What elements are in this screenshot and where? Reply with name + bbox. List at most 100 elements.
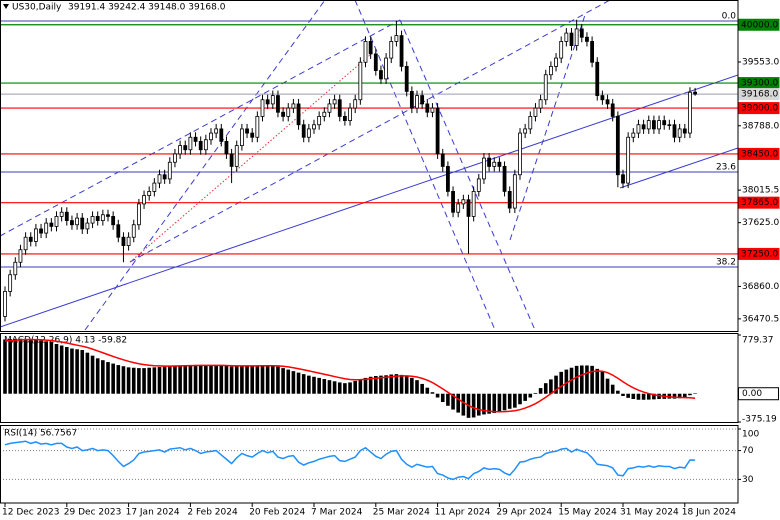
histogram-bar	[435, 393, 440, 398]
candle-body	[373, 53, 378, 71]
histogram-bar	[590, 365, 594, 394]
histogram-bar	[204, 365, 208, 394]
candle-body	[173, 153, 177, 163]
histogram-bar	[513, 393, 517, 408]
candle-body	[183, 145, 188, 151]
candle-body	[590, 41, 594, 63]
candle-body	[564, 32, 569, 42]
level-box	[738, 147, 780, 160]
histogram-bar	[281, 368, 285, 394]
histogram-bar	[528, 393, 533, 398]
histogram-bar	[255, 365, 260, 394]
candle-body	[136, 203, 141, 226]
candle-body	[198, 141, 203, 151]
candle-body	[255, 116, 260, 138]
histogram-bar	[332, 381, 337, 394]
histogram-bar	[271, 365, 275, 394]
histogram-bar	[188, 365, 193, 394]
histogram-bar	[18, 338, 23, 394]
candle-body	[543, 74, 548, 101]
histogram-bar	[54, 343, 59, 394]
histogram-bar	[260, 365, 265, 394]
histogram-bar	[214, 365, 218, 394]
histogram-bar	[538, 388, 543, 394]
y-tick-label: 37625.0	[742, 218, 779, 228]
histogram-bar	[585, 365, 589, 394]
histogram-bar	[168, 366, 172, 394]
histogram-bar	[461, 393, 466, 416]
candle-body	[549, 66, 553, 76]
candle-body	[621, 174, 625, 184]
candle-body	[49, 222, 54, 227]
candle-body	[456, 203, 461, 213]
candle-body	[147, 191, 152, 196]
level-label: 39000.0	[741, 104, 778, 114]
candle-body	[245, 128, 249, 134]
candle-body	[394, 35, 399, 42]
candle-body	[8, 274, 13, 292]
candle-body	[75, 217, 79, 226]
candle-body	[327, 103, 332, 113]
candle-body	[476, 178, 481, 192]
candle-body	[646, 120, 651, 130]
main-panel	[0, 0, 738, 331]
x-tick-label: 12 Dec 2023	[2, 508, 60, 518]
x-tick-label: 29 Dec 2023	[64, 508, 122, 518]
histogram-bar	[621, 393, 625, 396]
y-tick-label: 0.00	[742, 389, 762, 399]
histogram-bar	[636, 393, 641, 400]
y-tick-label: 38015.5	[742, 186, 779, 196]
candle-body	[440, 153, 445, 167]
candle-body	[18, 249, 23, 263]
histogram-bar	[523, 393, 527, 401]
histogram-bar	[518, 393, 522, 405]
candle-body	[322, 111, 327, 117]
histogram-bar	[492, 393, 497, 413]
candle-body	[209, 132, 213, 141]
histogram-bar	[425, 387, 430, 394]
histogram-bar	[101, 360, 105, 394]
histogram-bar	[322, 379, 327, 394]
histogram-bar	[337, 382, 342, 394]
candle-body	[595, 61, 600, 96]
panel-title: MACD(12,26,9) 4.13 -59.82	[4, 336, 127, 346]
panel-title: RSI(14) 56.7567	[4, 429, 77, 439]
candle-body	[265, 99, 270, 105]
candle-body	[399, 35, 404, 67]
candle-body	[3, 291, 7, 317]
candle-body	[23, 236, 28, 251]
candle-body	[461, 199, 466, 205]
level-box	[738, 196, 780, 209]
candle-body	[64, 211, 69, 221]
candle-body	[404, 66, 409, 92]
histogram-bar	[543, 383, 548, 394]
histogram-bar	[533, 392, 538, 394]
candle-body	[502, 166, 507, 192]
candle-body	[59, 211, 64, 217]
histogram-bar	[348, 382, 352, 394]
candle-body	[80, 217, 85, 230]
histogram-bar	[39, 340, 43, 394]
panel-frame	[0, 0, 739, 332]
candle-body	[435, 107, 440, 155]
histogram-bar	[507, 393, 512, 409]
candle-body	[533, 107, 538, 117]
candle-body	[121, 236, 126, 246]
histogram-bar	[173, 365, 177, 394]
candle-body	[579, 28, 584, 38]
histogram-bar	[198, 365, 203, 394]
histogram-bar	[605, 378, 610, 394]
macd-panel: MACD(12,26,9) 4.13 -59.82	[3, 336, 697, 418]
histogram-bar	[245, 365, 249, 394]
candle-body	[672, 124, 677, 138]
histogram-bar	[286, 369, 291, 394]
tick-box	[738, 387, 779, 401]
histogram-bar	[13, 338, 18, 394]
candle-body	[348, 107, 352, 121]
candle-body	[219, 128, 224, 142]
histogram-bar	[250, 365, 254, 394]
histogram-bar	[240, 365, 244, 394]
histogram-bar	[384, 375, 388, 394]
level-label: 39300.0	[741, 79, 778, 89]
